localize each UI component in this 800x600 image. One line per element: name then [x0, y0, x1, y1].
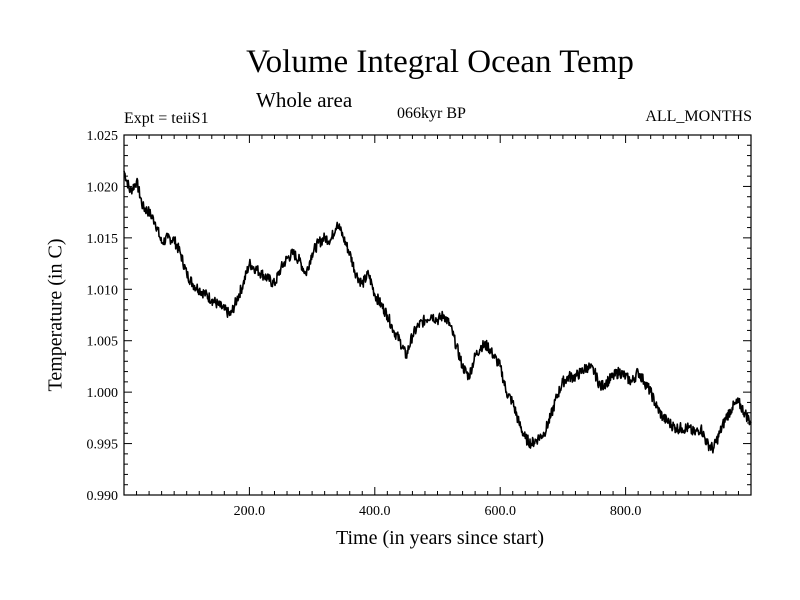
temperature-series-line: [123, 170, 752, 454]
x-tick-label: 600.0: [484, 504, 516, 519]
y-tick-label: 1.025: [87, 129, 119, 144]
y-tick-label: 0.990: [87, 489, 119, 504]
experiment-label: Expt = teiiS1: [124, 110, 209, 127]
x-axis-label: Time (in years since start): [335, 527, 545, 549]
x-axis-ticks: 200.0 400.0 600.0 800.0: [136, 135, 739, 519]
x-tick-label: 800.0: [610, 504, 642, 519]
y-tick-label: 1.015: [87, 232, 119, 247]
y-axis-ticks: 0.990 0.995 1.000 1.005 1.010 1.015 1.020 1.025: [87, 129, 751, 504]
y-tick-label: 1.020: [87, 180, 119, 195]
y-tick-label: 1.005: [87, 335, 119, 350]
chart-subtitle: Whole area: [256, 88, 353, 112]
chart-title: Volume Integral Ocean Temp: [246, 44, 634, 80]
x-tick-label: 200.0: [234, 504, 266, 519]
y-tick-label: 1.010: [87, 283, 119, 298]
months-label: ALL_MONTHS: [645, 108, 752, 125]
y-tick-label: 1.000: [87, 386, 119, 401]
period-label: 066kyr BP: [397, 105, 466, 122]
x-tick-label: 400.0: [359, 504, 391, 519]
plot-frame: [123, 134, 752, 496]
y-tick-label: 0.995: [87, 438, 119, 453]
